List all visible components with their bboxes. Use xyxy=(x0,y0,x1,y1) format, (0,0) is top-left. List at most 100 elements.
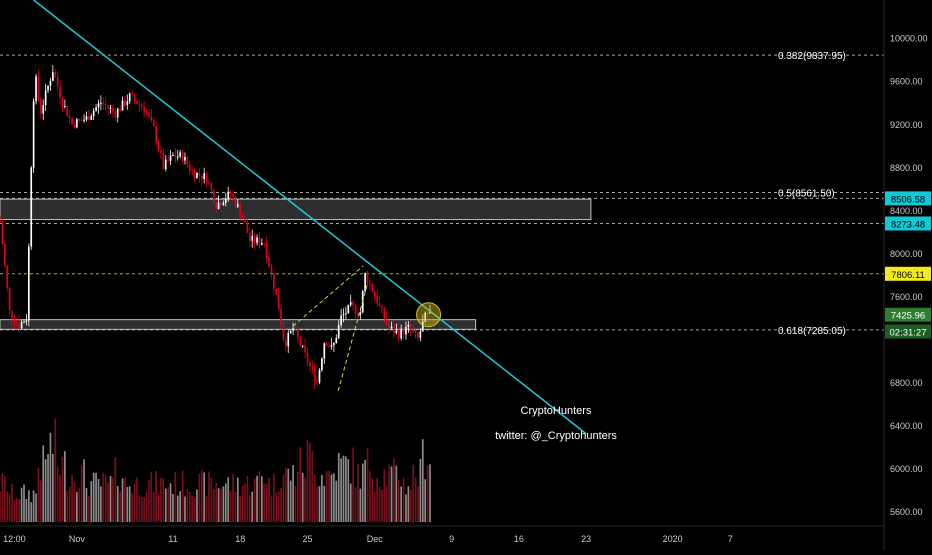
candle-body xyxy=(152,120,155,127)
volume-bar xyxy=(126,486,129,522)
volume-bar xyxy=(352,447,354,522)
price-badge-label: 8273.48 xyxy=(891,219,925,230)
volume-bar xyxy=(128,486,131,522)
volume-bar xyxy=(397,480,400,522)
volume-bar xyxy=(109,476,112,522)
volume-bar xyxy=(188,491,191,522)
volume-bar xyxy=(424,479,427,522)
candle-body xyxy=(364,272,366,292)
candle-body xyxy=(381,305,383,308)
candle-body xyxy=(359,312,362,315)
candle-body xyxy=(246,222,249,233)
candle-body xyxy=(328,345,330,347)
wedge-line xyxy=(337,285,368,391)
candle-body xyxy=(102,102,105,105)
volume-bar xyxy=(13,500,16,522)
candle-body xyxy=(354,305,357,314)
candle-body xyxy=(128,93,131,102)
volume-bar xyxy=(280,487,282,522)
candle-body xyxy=(64,106,66,108)
candle-body xyxy=(143,106,145,112)
candle-body xyxy=(59,86,61,98)
volume-bar xyxy=(349,483,352,522)
candle-body xyxy=(426,312,429,314)
volume-bar xyxy=(285,467,287,522)
candle-body xyxy=(397,330,400,339)
volume-bar xyxy=(371,478,374,522)
volume-bar xyxy=(6,491,9,522)
volume-bar xyxy=(203,472,206,522)
volume-bar xyxy=(167,487,169,522)
candle-body xyxy=(400,328,403,339)
candle-body xyxy=(369,283,371,285)
volume-bar xyxy=(246,475,249,522)
candle-body xyxy=(385,318,388,324)
candle-body xyxy=(234,197,237,207)
volume-bar xyxy=(258,471,261,522)
candle-body xyxy=(409,324,412,331)
candle-body xyxy=(205,173,208,183)
candle-body xyxy=(263,243,266,245)
candle-body xyxy=(285,340,287,347)
volume-bar xyxy=(78,488,81,522)
candle-body xyxy=(1,220,4,245)
candle-body xyxy=(414,331,417,333)
price-badge xyxy=(885,216,931,231)
x-tick-label: 18 xyxy=(235,534,245,544)
volume-bar xyxy=(174,472,177,522)
volume-bar xyxy=(193,497,196,522)
candle-body xyxy=(47,85,49,91)
volume-bar xyxy=(316,486,318,522)
candle-body xyxy=(35,76,37,102)
volume-bar xyxy=(321,474,323,522)
volume-bar xyxy=(354,487,357,522)
candle-body xyxy=(256,237,258,243)
candle-body xyxy=(191,170,194,172)
volume-bar xyxy=(364,459,366,522)
volume-bar xyxy=(366,448,369,522)
volume-bar xyxy=(104,474,107,522)
candle-body xyxy=(287,332,290,347)
volume-bar xyxy=(268,477,270,522)
candle-body xyxy=(227,191,230,200)
volume-bar xyxy=(83,459,85,522)
candle-body xyxy=(97,103,100,108)
volume-bar xyxy=(44,459,47,522)
volume-bar xyxy=(407,486,410,522)
volume-bar xyxy=(369,471,371,522)
candle-body xyxy=(124,100,126,106)
badge-layer: 8506.58 8273.48 7806.11 7425.96 02:31:27 xyxy=(885,191,931,339)
x-tick-label: 23 xyxy=(581,534,591,544)
candle-body xyxy=(402,328,405,335)
volume-bar xyxy=(277,491,280,522)
candle-body xyxy=(241,215,244,218)
volume-bar xyxy=(20,487,23,522)
volume-bar xyxy=(64,451,66,522)
volume-bar xyxy=(287,468,290,522)
candle-body xyxy=(232,194,234,198)
volume-bar xyxy=(385,485,388,522)
volume-bar xyxy=(412,464,415,522)
volume-bar xyxy=(330,474,333,522)
candle-body xyxy=(54,72,57,78)
x-tick-label: 2020 xyxy=(663,534,683,544)
candle-body xyxy=(260,243,263,245)
highlight-circle xyxy=(416,302,442,328)
volume-bar xyxy=(251,491,254,522)
candle-body xyxy=(270,266,273,274)
candle-body xyxy=(71,118,73,124)
candle-body xyxy=(80,119,83,121)
candle-body xyxy=(395,330,398,334)
candle-body xyxy=(280,308,282,326)
volume-bar xyxy=(253,478,256,522)
volume-bar xyxy=(265,483,268,522)
candle-body xyxy=(39,99,42,114)
volume-bar xyxy=(95,472,97,522)
y-tick-label: 6400.00 xyxy=(890,421,923,431)
candle-body xyxy=(421,321,424,332)
candle-body xyxy=(273,273,275,289)
candle-body xyxy=(337,325,340,338)
support-resistance-zone xyxy=(0,198,592,221)
